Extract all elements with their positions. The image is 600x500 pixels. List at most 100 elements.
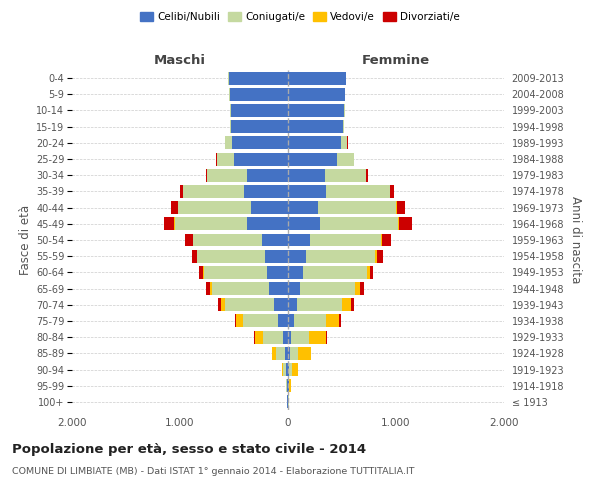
Bar (210, 282, 212, 295)
Bar (370, 266, 373, 279)
Bar (307, 250, 376, 262)
Bar (377, 250, 383, 262)
Bar (263, 330, 283, 344)
Bar (376, 250, 377, 262)
Bar (287, 379, 288, 392)
Bar (398, 218, 399, 230)
Bar (326, 314, 339, 328)
Bar (290, 347, 298, 360)
Bar (399, 218, 412, 230)
Bar (288, 136, 341, 149)
Bar (367, 266, 370, 279)
Bar (320, 218, 398, 230)
Bar (197, 250, 265, 262)
Bar (288, 234, 310, 246)
Bar (206, 282, 210, 295)
Bar (281, 363, 283, 376)
Bar (251, 201, 288, 214)
Bar (288, 72, 346, 85)
Bar (381, 234, 382, 246)
Bar (296, 298, 342, 311)
Bar (185, 234, 193, 246)
Bar (164, 218, 175, 230)
Bar (269, 282, 288, 295)
Bar (231, 104, 288, 117)
Bar (288, 314, 295, 328)
Bar (193, 234, 262, 246)
Bar (289, 379, 291, 392)
Bar (231, 120, 288, 133)
Bar (203, 266, 204, 279)
Bar (265, 250, 288, 262)
Bar (350, 298, 354, 311)
Bar (242, 314, 278, 328)
Bar (342, 298, 350, 311)
Bar (310, 234, 381, 246)
Bar (286, 379, 287, 392)
Bar (343, 120, 344, 133)
Bar (288, 218, 320, 230)
Bar (221, 298, 226, 311)
Bar (288, 152, 337, 166)
Bar (180, 185, 183, 198)
Bar (283, 363, 286, 376)
Bar (288, 250, 307, 262)
Bar (288, 266, 303, 279)
Bar (355, 282, 361, 295)
Bar (268, 266, 288, 279)
Bar (288, 330, 291, 344)
Bar (276, 347, 285, 360)
Bar (325, 169, 366, 181)
Y-axis label: Anni di nascita: Anni di nascita (569, 196, 581, 284)
Bar (247, 218, 288, 230)
Bar (199, 266, 203, 279)
Bar (247, 169, 288, 181)
Bar (288, 104, 344, 117)
Bar (283, 330, 288, 344)
Bar (244, 185, 288, 198)
Text: Femmine: Femmine (362, 54, 430, 68)
Bar (289, 363, 292, 376)
Bar (262, 234, 288, 246)
Bar (308, 330, 326, 344)
Bar (171, 201, 178, 214)
Bar (278, 314, 288, 328)
Bar (204, 266, 268, 279)
Bar (217, 152, 234, 166)
Bar (288, 347, 290, 360)
Bar (341, 136, 347, 149)
Bar (286, 363, 288, 376)
Bar (361, 282, 364, 295)
Bar (218, 298, 221, 311)
Bar (235, 314, 236, 328)
Y-axis label: Fasce di età: Fasce di età (19, 205, 32, 275)
Bar (303, 266, 367, 279)
Bar (226, 136, 232, 149)
Bar (300, 282, 355, 295)
Bar (226, 298, 274, 311)
Bar (175, 218, 247, 230)
Bar (272, 347, 276, 360)
Bar (193, 250, 197, 262)
Bar (229, 72, 288, 85)
Bar (254, 330, 263, 344)
Bar (288, 201, 318, 214)
Bar (274, 298, 288, 311)
Bar (183, 185, 244, 198)
Text: Maschi: Maschi (154, 54, 206, 68)
Bar (295, 314, 326, 328)
Bar (236, 314, 242, 328)
Bar (230, 88, 288, 101)
Bar (234, 152, 288, 166)
Bar (337, 152, 354, 166)
Bar (207, 169, 247, 181)
Bar (232, 136, 288, 149)
Legend: Celibi/Nubili, Coniugati/e, Vedovi/e, Divorziati/e: Celibi/Nubili, Coniugati/e, Vedovi/e, Di… (136, 8, 464, 26)
Text: Popolazione per età, sesso e stato civile - 2014: Popolazione per età, sesso e stato civil… (12, 442, 366, 456)
Bar (230, 120, 231, 133)
Bar (390, 185, 394, 198)
Bar (206, 169, 207, 181)
Bar (288, 363, 289, 376)
Bar (285, 347, 288, 360)
Bar (382, 234, 391, 246)
